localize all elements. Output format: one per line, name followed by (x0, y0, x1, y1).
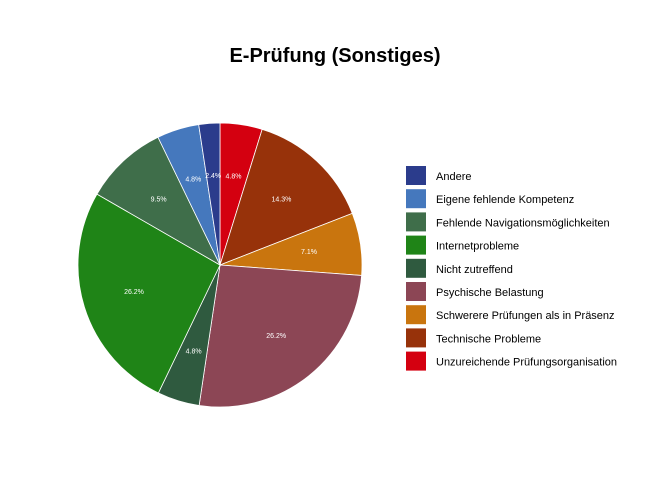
slice-label-fehlende-navigationsmoglichkeiten: 9.5% (151, 197, 167, 204)
slice-label-internetprobleme: 26.2% (124, 289, 144, 296)
legend-label-unzureichende-prufungsorganisation: Unzureichende Prüfungsorganisation (436, 357, 617, 369)
legend-swatch-nicht-zutreffend (406, 258, 426, 278)
legend-label-schwerere-prufungen-als-in-prasenz: Schwerere Prüfungen als in Präsenz (436, 310, 615, 322)
slice-label-psychische-belastung: 26.2% (266, 333, 286, 340)
pie-slice-technische-probleme (219, 128, 353, 266)
pie-slice-psychische-belastung (198, 264, 363, 408)
legend-label-andere: Andere (436, 171, 471, 183)
legend-label-internetprobleme: Internetprobleme (436, 241, 519, 253)
legend: Andere Eigene fehlende Kompetenz Fehlende … (406, 166, 617, 371)
pie-slice-fehlende-navigationsmoglichkeiten (96, 136, 221, 266)
legend-swatch-andere (406, 166, 426, 185)
legend-swatch-eigene-fehlende-kompetenz (406, 189, 426, 209)
slice-label-andere: 2.4% (205, 173, 221, 180)
pie-slice-labels: 4.8% 14.3% 7.1% 26.2% 4.8% 26.2% 9.5% 4.8% 2.4% (124, 173, 317, 356)
legend-swatch-technische-probleme (406, 328, 426, 348)
legend-swatch-schwerere-prufungen-als-in-prasenz (406, 305, 426, 325)
slice-label-unzureichende-prufungsorganisation: 4.8% (226, 174, 242, 181)
slice-label-eigene-fehlende-kompetenz: 4.8% (185, 177, 201, 184)
legend-swatch-psychische-belastung (406, 282, 426, 301)
pie-slices (77, 122, 363, 408)
slice-label-technische-probleme: 14.3% (271, 197, 291, 204)
legend-label-nicht-zutreffend: Nicht zutreffend (436, 264, 513, 276)
legend-swatch-fehlende-navigationsmoglichkeiten (406, 212, 426, 232)
legend-label-fehlende-navigationsmoglichkeiten: Fehlende Navigationsmöglichkeiten (436, 217, 610, 229)
pie-slice-internetprobleme (77, 193, 221, 394)
legend-swatch-internetprobleme (406, 235, 426, 255)
legend-label-eigene-fehlende-kompetenz: Eigene fehlende Kompetenz (436, 194, 574, 206)
legend-label-psychische-belastung: Psychische Belastung (436, 287, 544, 299)
legend-label-technische-probleme: Technische Probleme (436, 333, 541, 345)
pie-slice-andere (198, 122, 221, 266)
chart-title: E-Prüfung (Sonstiges) (229, 45, 440, 67)
slice-label-nicht-zutreffend: 4.8% (186, 349, 202, 356)
slice-label-schwerere-prufungen-als-in-prasenz: 7.1% (301, 249, 317, 256)
legend-swatch-unzureichende-prufungsorganisation (406, 351, 426, 371)
